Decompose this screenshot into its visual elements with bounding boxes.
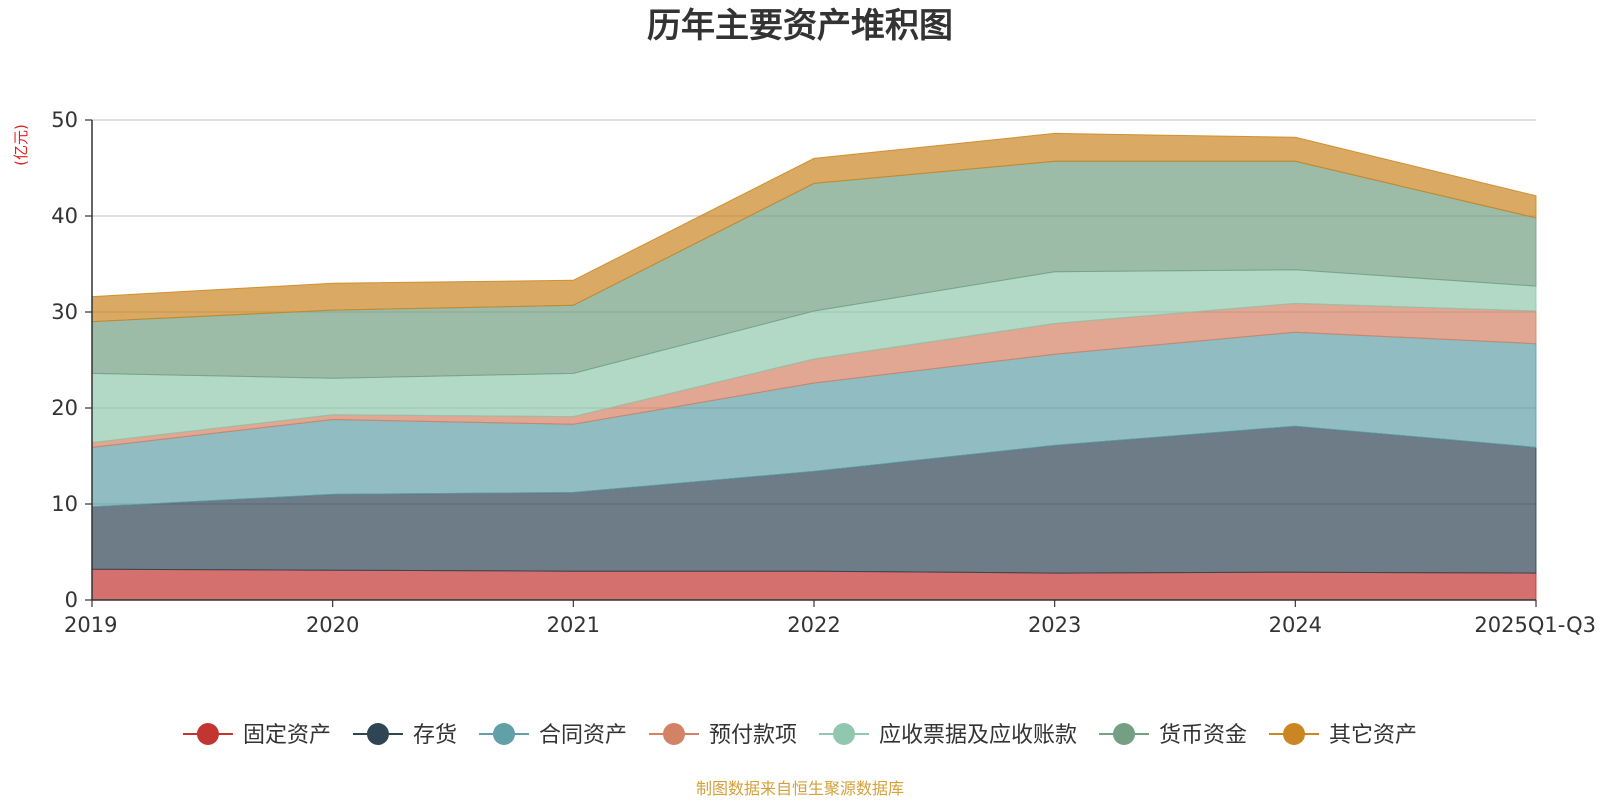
y-axis-unit-label: (亿元) [12,124,30,166]
legend-marker [366,723,389,745]
legend-item[interactable]: 应收票据及应收账款 [819,723,1077,748]
x-tick-label: 2024 [1269,613,1322,637]
x-tick-label: 2021 [547,613,600,637]
x-tick-label: 2025Q1-Q3 [1474,613,1596,637]
x-tick-label: 2023 [1028,613,1081,637]
legend-item[interactable]: 货币资金 [1099,723,1247,748]
area-series[interactable] [91,568,1537,601]
y-tick-label: 20 [51,396,78,420]
legend-label: 货币资金 [1159,723,1247,748]
legend-item[interactable]: 固定资产 [182,723,331,748]
legend-item[interactable]: 其它资产 [1269,723,1417,748]
legend-label: 预付款项 [709,723,797,748]
y-tick-label: 0 [65,588,78,612]
stacked-areas [91,132,1537,601]
y-tick-label: 40 [51,204,78,228]
legend-item[interactable]: 合同资产 [478,723,627,748]
legend-label: 合同资产 [539,723,627,748]
y-tick-label: 50 [51,108,78,132]
x-tick-label: 2022 [787,613,840,637]
legend-marker [196,723,219,745]
y-tick-label: 10 [51,492,78,516]
legend[interactable]: 固定资产 存货 合同资产 预付款项 应收票据及应收账款 货币资金 其它资产 [182,723,1417,748]
legend-marker [662,723,685,745]
axes: 0 10 20 30 40 50 2019 2020 2021 2022 2023 2024 2025Q… [51,108,1596,637]
legend-label: 固定资产 [243,723,331,748]
legend-label: 应收票据及应收账款 [879,723,1077,748]
legend-label: 存货 [413,723,457,748]
chart-title: 历年主要资产堆积图 [647,6,953,46]
legend-item[interactable]: 存货 [352,723,457,748]
legend-marker [1113,723,1136,745]
legend-item[interactable]: 预付款项 [648,723,797,748]
x-tick-label: 2020 [306,613,359,637]
legend-marker [492,723,515,745]
legend-marker [1283,723,1306,745]
data-source-note: 制图数据来自恒生聚源数据库 [696,779,904,798]
y-tick-label: 30 [51,300,78,324]
area-series[interactable] [91,132,1537,323]
x-tick-label: 2019 [64,613,117,637]
legend-marker [833,723,856,745]
legend-label: 其它资产 [1329,723,1417,748]
